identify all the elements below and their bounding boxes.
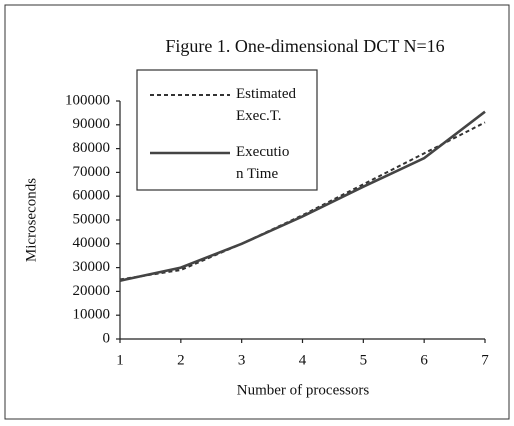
y-axis-label: Microseconds xyxy=(23,178,39,262)
frame xyxy=(4,4,510,420)
x-tick-label: 6 xyxy=(420,352,428,368)
y-tick-label: 20000 xyxy=(73,283,111,299)
x-tick-label: 5 xyxy=(360,352,368,368)
x-axis-label: Number of processors xyxy=(237,382,370,398)
x-tick-label: 1 xyxy=(116,352,124,368)
y-tick-label: 30000 xyxy=(73,259,111,275)
series-line xyxy=(119,121,486,281)
y-tick-label: 70000 xyxy=(73,164,111,180)
y-tick-label: 90000 xyxy=(73,116,111,132)
y-tick-label: 60000 xyxy=(73,188,111,204)
y-tick-label: 50000 xyxy=(73,211,111,227)
y-tick-label: 10000 xyxy=(73,307,111,323)
legend-label: Estimated Exec.T. xyxy=(236,86,296,124)
x-tick-label: 4 xyxy=(299,352,307,368)
y-tick-label: 0 xyxy=(103,330,111,346)
x-tick-label: 2 xyxy=(177,352,185,368)
y-tick-label: 80000 xyxy=(73,140,111,156)
x-tick-label: 7 xyxy=(481,352,489,368)
legend-box xyxy=(136,69,318,191)
legend-label: Executio n Time xyxy=(236,144,289,182)
series-line xyxy=(119,110,486,282)
x-tick-label: 3 xyxy=(238,352,246,368)
y-tick-label: 40000 xyxy=(73,235,111,251)
y-tick-label: 100000 xyxy=(65,92,110,108)
chart-title: Figure 1. One-dimensional DCT N=16 xyxy=(165,36,444,56)
